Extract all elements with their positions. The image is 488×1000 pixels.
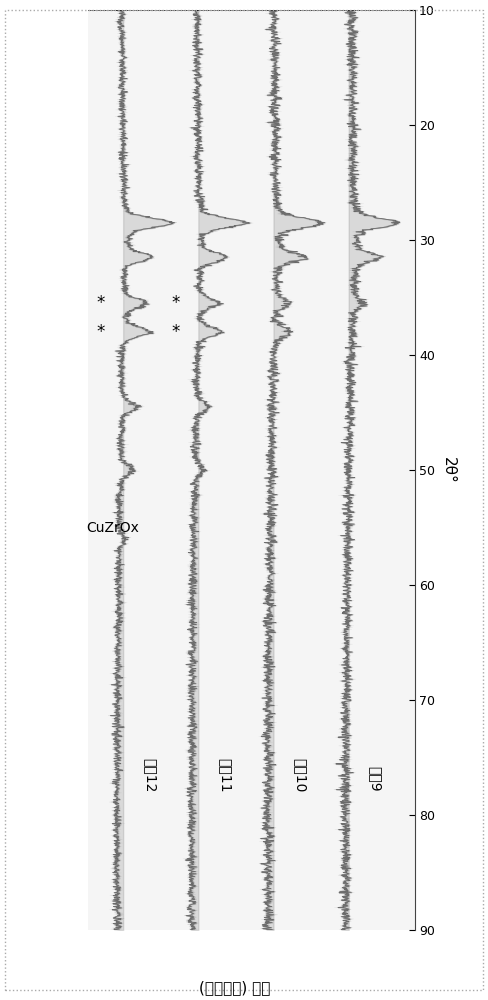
Text: CuZrOx: CuZrOx: [86, 520, 139, 534]
Text: 2θ°: 2θ°: [441, 457, 456, 483]
Text: (任意單位) 強度: (任意單位) 強度: [199, 980, 270, 995]
Text: 樣哈11: 樣哈11: [218, 758, 232, 792]
Text: *: *: [171, 294, 180, 312]
Text: *: *: [96, 294, 104, 312]
Text: *: *: [96, 323, 104, 341]
Text: 樣哈10: 樣哈10: [293, 758, 307, 792]
Text: 樣哈12: 樣哈12: [143, 758, 157, 792]
Text: 樣哈9: 樣哈9: [368, 766, 382, 792]
Text: *: *: [171, 323, 180, 341]
